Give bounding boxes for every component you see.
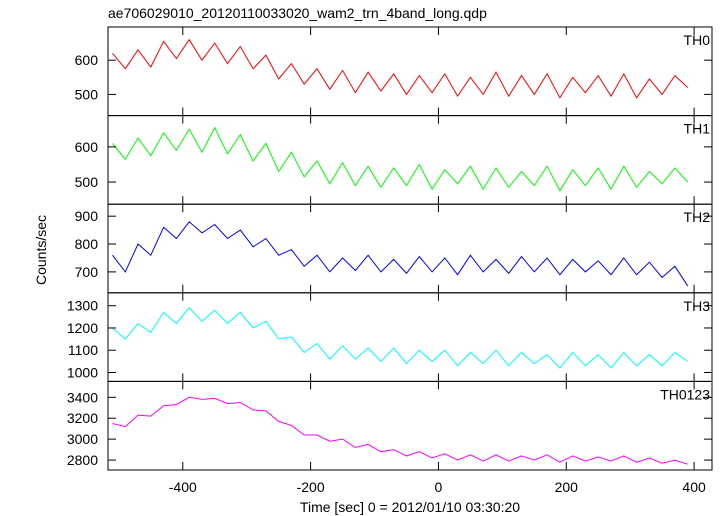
x-tick-label: 200 — [555, 479, 579, 495]
y-tick-label: 1300 — [67, 298, 98, 314]
panel-frame — [107, 292, 713, 382]
light-curve — [112, 307, 688, 369]
panel-label: TH0 — [684, 32, 711, 48]
y-tick-label: 1000 — [67, 364, 98, 380]
x-tick-label: -400 — [169, 479, 197, 495]
y-tick-label: 500 — [75, 174, 99, 190]
panel-label: TH3 — [684, 298, 711, 314]
x-axis-label: Time [sec] 0 = 2012/01/10 03:30:20 — [300, 499, 520, 515]
y-tick-label: 3200 — [67, 410, 98, 426]
y-tick-label: 600 — [75, 52, 99, 68]
y-tick-label: 2800 — [67, 452, 98, 468]
panel-frame — [107, 203, 713, 294]
y-axis-label: Counts/sec — [33, 215, 49, 285]
panel-label: TH2 — [684, 209, 711, 225]
y-tick-label: 3400 — [67, 389, 98, 405]
y-tick-label: 800 — [75, 236, 99, 252]
panel-frame — [107, 26, 713, 117]
x-tick-label: 400 — [682, 479, 706, 495]
panel-frame — [107, 380, 713, 471]
y-tick-label: 700 — [75, 264, 99, 280]
y-tick-label: 1200 — [67, 320, 98, 336]
y-tick-label: 600 — [75, 139, 99, 155]
y-tick-label: 900 — [75, 208, 99, 224]
light-curve — [112, 38, 689, 99]
x-tick-label: -200 — [297, 479, 325, 495]
panel-label: TH1 — [684, 121, 711, 137]
y-tick-label: 3000 — [67, 431, 98, 447]
light-curve — [112, 396, 688, 465]
x-tick-label: 0 — [435, 479, 443, 495]
y-tick-label: 500 — [75, 86, 99, 102]
y-tick-label: 1100 — [68, 342, 98, 358]
panel-frame — [107, 115, 713, 205]
light-curve — [112, 221, 689, 287]
chart-title: ae706029010_20120110033020_wam2_trn_4ban… — [108, 5, 487, 21]
panel-label: TH0123 — [660, 386, 710, 402]
light-curve — [112, 126, 689, 192]
